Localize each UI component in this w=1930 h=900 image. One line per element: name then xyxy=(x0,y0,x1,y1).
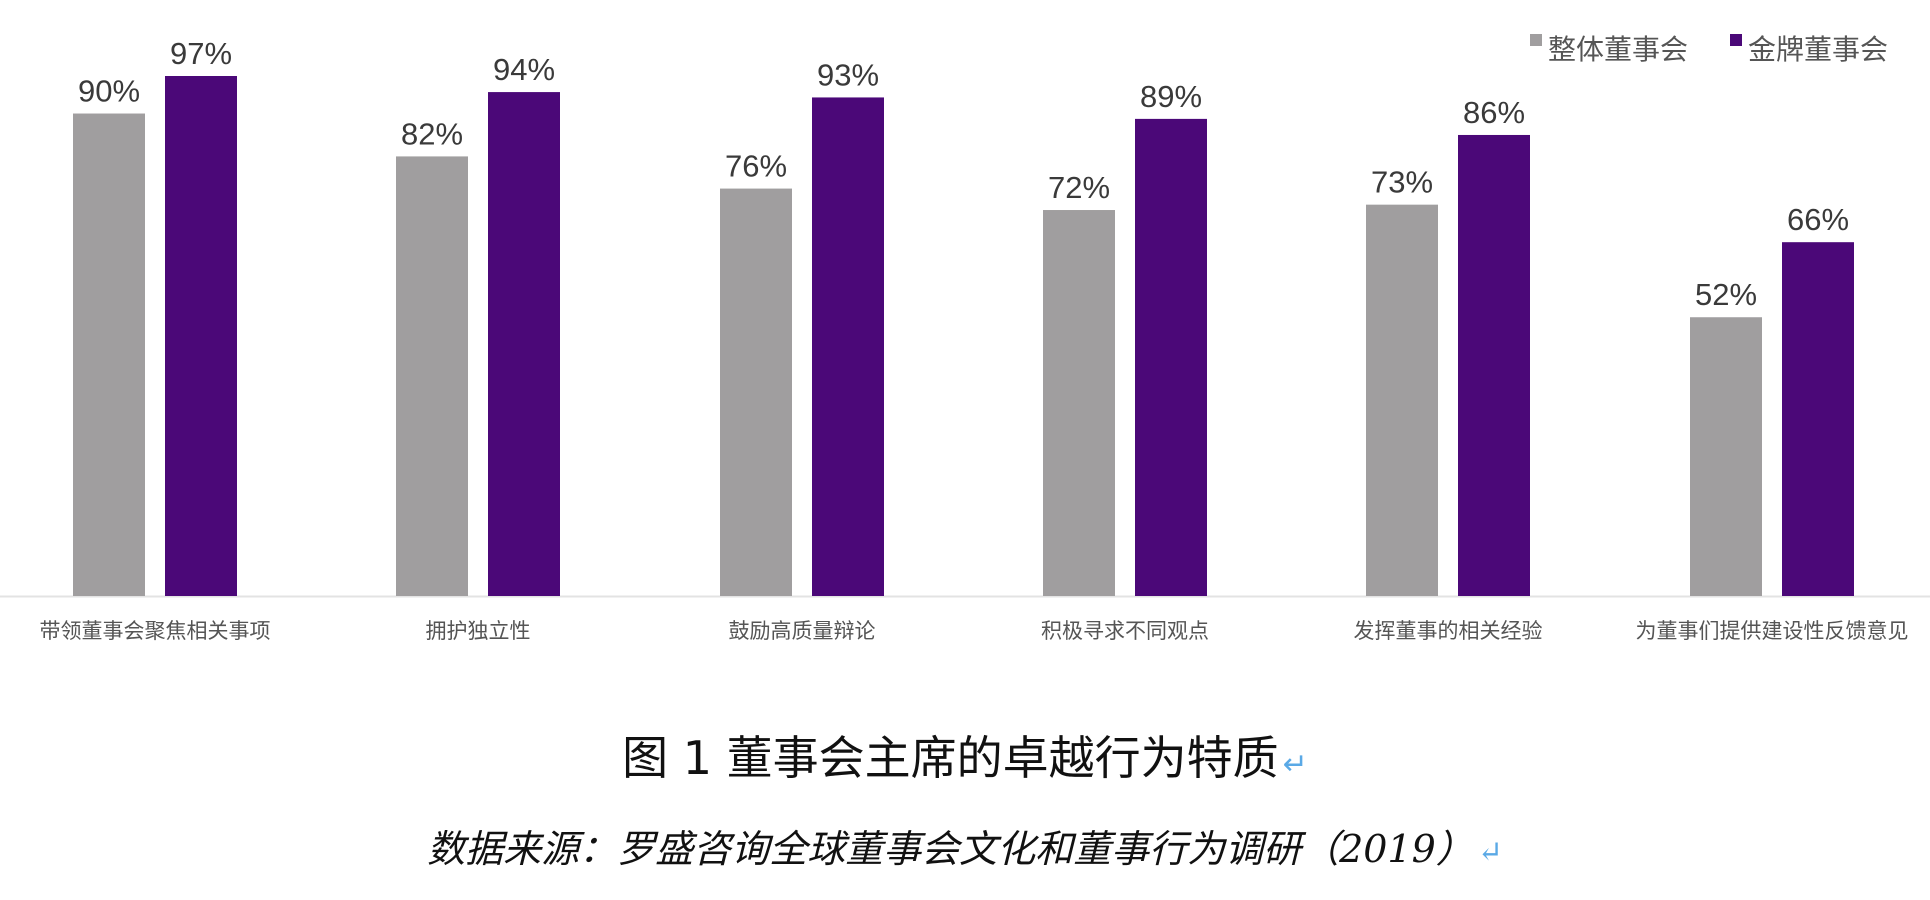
bar-gold-5 xyxy=(1782,242,1854,597)
data-label: 90% xyxy=(78,74,140,109)
category-label: 发挥董事的相关经验 xyxy=(1354,619,1543,643)
category-label: 带领董事会聚焦相关事项 xyxy=(40,619,271,643)
data-label: 82% xyxy=(401,116,463,151)
bar-overall-1 xyxy=(396,156,468,597)
bar-gold-0 xyxy=(165,76,237,596)
legend-swatch xyxy=(1530,34,1542,46)
data-label: 94% xyxy=(493,52,555,87)
data-label: 93% xyxy=(817,57,879,92)
bar-overall-0 xyxy=(73,113,145,597)
return-mark-icon: ↵ xyxy=(1477,835,1503,870)
figure-title: 图 1 董事会主席的卓越行为特质 ↵ xyxy=(622,731,1308,785)
bar-gold-4 xyxy=(1458,134,1530,597)
data-label: 89% xyxy=(1140,79,1202,114)
bar-overall-5 xyxy=(1690,317,1762,596)
category-label: 拥护独立性 xyxy=(426,619,531,643)
bar-overall-3 xyxy=(1043,210,1115,596)
data-label: 73% xyxy=(1371,165,1433,200)
return-mark-icon: ↵ xyxy=(1282,747,1308,782)
bar-overall-2 xyxy=(720,188,792,596)
data-label: 97% xyxy=(170,36,232,71)
data-label: 76% xyxy=(725,149,787,184)
bar-gold-2 xyxy=(812,97,884,596)
category-label: 鼓励高质量辩论 xyxy=(729,619,876,643)
bar-gold-3 xyxy=(1135,118,1207,596)
data-label: 72% xyxy=(1048,170,1110,205)
legend-swatch xyxy=(1730,34,1742,46)
legend-label: 整体董事会 xyxy=(1548,33,1688,66)
bar-gold-1 xyxy=(488,92,560,597)
data-label: 66% xyxy=(1787,202,1849,237)
category-label: 为董事们提供建设性反馈意见 xyxy=(1636,619,1909,643)
figure-source: 数据来源：罗盛咨询全球董事会文化和董事行为调研（2019） ↵ xyxy=(427,827,1503,871)
legend-label: 金牌董事会 xyxy=(1748,33,1888,66)
data-label: 52% xyxy=(1695,277,1757,312)
category-label: 积极寻求不同观点 xyxy=(1041,619,1209,643)
bar-chart: 90% 97% 带领董事会聚焦相关事项 82% 94% 拥护独立性 76% 93% 鼓励高质量辩… xyxy=(0,33,1930,643)
bar-overall-4 xyxy=(1366,204,1438,596)
data-label: 86% xyxy=(1463,95,1525,130)
